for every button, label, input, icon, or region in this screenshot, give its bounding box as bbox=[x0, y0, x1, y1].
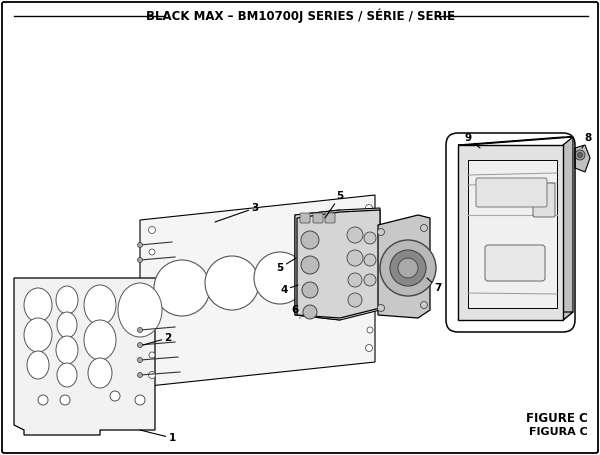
Circle shape bbox=[575, 150, 585, 160]
Ellipse shape bbox=[88, 358, 112, 388]
Ellipse shape bbox=[57, 312, 77, 338]
Polygon shape bbox=[378, 215, 430, 318]
Circle shape bbox=[377, 304, 385, 312]
Ellipse shape bbox=[301, 256, 319, 274]
Polygon shape bbox=[295, 210, 340, 320]
Ellipse shape bbox=[57, 363, 77, 387]
Text: 3: 3 bbox=[215, 203, 259, 222]
Polygon shape bbox=[297, 210, 380, 318]
Text: 5: 5 bbox=[277, 258, 296, 273]
Text: BLACK MAX – BM10700J SERIES / SÉRIE / SERIE: BLACK MAX – BM10700J SERIES / SÉRIE / SE… bbox=[146, 9, 455, 23]
Circle shape bbox=[421, 302, 427, 308]
Ellipse shape bbox=[56, 286, 78, 314]
Ellipse shape bbox=[205, 256, 259, 310]
FancyBboxPatch shape bbox=[533, 183, 555, 217]
Polygon shape bbox=[575, 145, 590, 172]
FancyBboxPatch shape bbox=[313, 213, 323, 223]
Polygon shape bbox=[458, 312, 573, 320]
Polygon shape bbox=[468, 160, 557, 308]
FancyBboxPatch shape bbox=[300, 213, 310, 223]
Circle shape bbox=[137, 328, 143, 333]
Polygon shape bbox=[295, 208, 380, 320]
Circle shape bbox=[367, 327, 373, 333]
Ellipse shape bbox=[154, 260, 210, 316]
Polygon shape bbox=[458, 145, 563, 320]
Text: 9: 9 bbox=[464, 133, 480, 148]
Ellipse shape bbox=[254, 252, 306, 304]
Circle shape bbox=[137, 243, 143, 248]
Circle shape bbox=[137, 358, 143, 363]
Ellipse shape bbox=[84, 320, 116, 360]
Ellipse shape bbox=[347, 250, 363, 266]
Circle shape bbox=[149, 371, 155, 379]
Circle shape bbox=[390, 250, 426, 286]
Circle shape bbox=[137, 258, 143, 263]
Ellipse shape bbox=[348, 273, 362, 287]
FancyBboxPatch shape bbox=[485, 245, 545, 281]
Ellipse shape bbox=[56, 336, 78, 364]
Circle shape bbox=[367, 225, 373, 231]
Ellipse shape bbox=[24, 318, 52, 352]
Circle shape bbox=[149, 352, 155, 358]
Ellipse shape bbox=[27, 351, 49, 379]
Text: 2: 2 bbox=[143, 333, 172, 345]
Ellipse shape bbox=[306, 251, 350, 295]
Ellipse shape bbox=[24, 288, 52, 322]
Ellipse shape bbox=[347, 227, 363, 243]
Text: 6: 6 bbox=[292, 305, 300, 318]
Polygon shape bbox=[140, 195, 375, 387]
Ellipse shape bbox=[84, 285, 116, 325]
Ellipse shape bbox=[118, 283, 162, 337]
FancyBboxPatch shape bbox=[325, 213, 335, 223]
Circle shape bbox=[421, 224, 427, 232]
Text: FIGURE C: FIGURE C bbox=[526, 411, 588, 425]
Circle shape bbox=[398, 258, 418, 278]
Text: 4: 4 bbox=[280, 285, 298, 295]
FancyBboxPatch shape bbox=[476, 178, 547, 207]
Ellipse shape bbox=[135, 395, 145, 405]
Circle shape bbox=[577, 152, 583, 157]
Circle shape bbox=[149, 227, 155, 233]
Ellipse shape bbox=[110, 391, 120, 401]
Ellipse shape bbox=[364, 254, 376, 266]
Circle shape bbox=[377, 228, 385, 236]
Circle shape bbox=[149, 249, 155, 255]
Circle shape bbox=[137, 343, 143, 348]
Ellipse shape bbox=[302, 282, 318, 298]
Ellipse shape bbox=[364, 232, 376, 244]
Ellipse shape bbox=[60, 395, 70, 405]
Polygon shape bbox=[563, 137, 573, 320]
Ellipse shape bbox=[38, 395, 48, 405]
Text: 5: 5 bbox=[325, 191, 344, 218]
Circle shape bbox=[137, 373, 143, 378]
Polygon shape bbox=[458, 137, 573, 145]
Text: 1: 1 bbox=[140, 430, 176, 443]
Circle shape bbox=[380, 240, 436, 296]
Ellipse shape bbox=[348, 293, 362, 307]
Ellipse shape bbox=[364, 274, 376, 286]
Circle shape bbox=[365, 344, 373, 352]
Circle shape bbox=[365, 204, 373, 212]
Ellipse shape bbox=[303, 305, 317, 319]
Text: 7: 7 bbox=[427, 278, 442, 293]
Ellipse shape bbox=[301, 231, 319, 249]
Polygon shape bbox=[14, 278, 165, 435]
Text: FIGURA C: FIGURA C bbox=[529, 427, 588, 437]
Text: 8: 8 bbox=[582, 133, 592, 148]
